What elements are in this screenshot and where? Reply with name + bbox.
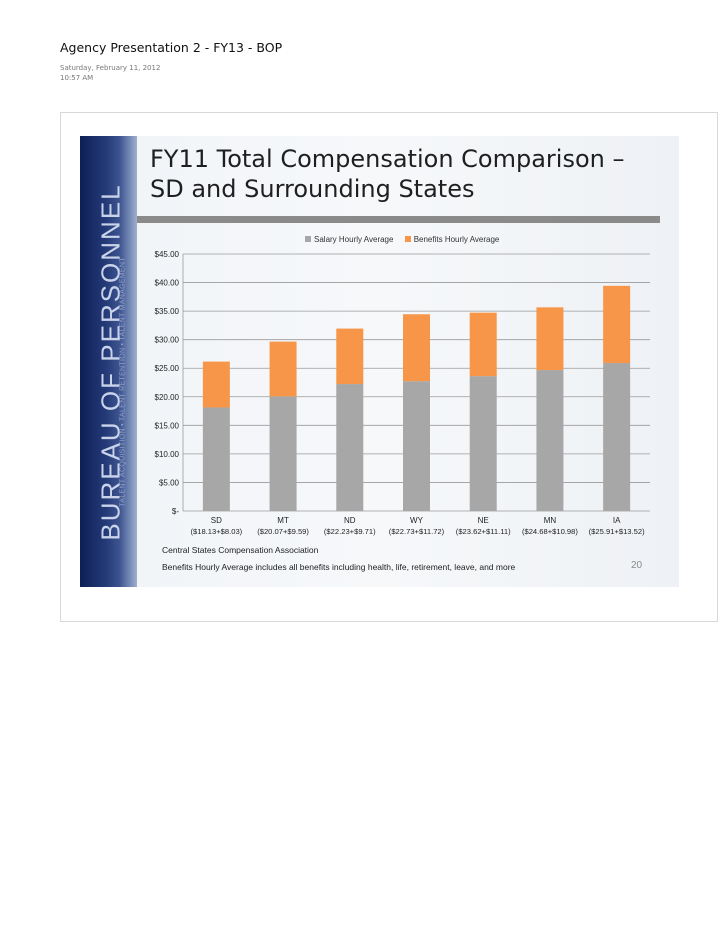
x-tick-label: IA [613,516,621,525]
x-tick-sublabel: ($18.13+$8.03) [190,527,242,536]
x-tick-label: MT [277,516,289,525]
slide-title: FY11 Total Compensation Comparison – SD … [150,144,670,204]
footnote-benefits: Benefits Hourly Average includes all ben… [162,562,516,572]
bar-salary-mt [269,396,297,511]
document-date: Saturday, February 11, 2012 [60,64,161,72]
title-rule [137,216,660,223]
legend-swatch-salary [305,236,311,242]
slide: BUREAU OF PERSONNEL TALENT ACQUISITION •… [80,136,679,587]
document-timestamp: Saturday, February 11, 2012 10:57 AM [60,63,160,83]
x-tick-label: MN [544,516,557,525]
bar-salary-ia [603,363,631,511]
x-tick-sublabel: ($24.68+$10.98) [522,527,578,536]
x-tick-label: ND [344,516,356,525]
legend-item-salary: Salary Hourly Average [305,235,393,244]
document-time: 10:57 AM [60,74,94,82]
bar-benefits-nd [336,328,364,385]
chart-legend: Salary Hourly Average Benefits Hourly Av… [305,235,508,244]
side-band: BUREAU OF PERSONNEL TALENT ACQUISITION •… [80,136,137,587]
y-tick-label: $30.00 [155,336,180,345]
y-tick-label: $20.00 [155,393,180,402]
bar-benefits-mt [269,341,297,397]
bar-benefits-wy [403,314,430,382]
y-tick-label: $25.00 [155,364,180,373]
document-title: Agency Presentation 2 - FY13 - BOP [60,40,283,55]
x-tick-label: SD [211,516,222,525]
x-tick-label: NE [478,516,489,525]
x-tick-sublabel: ($22.23+$9.71) [324,527,376,536]
bar-benefits-ne [469,312,497,377]
legend-item-benefits: Benefits Hourly Average [404,235,500,244]
y-tick-label: $10.00 [155,450,180,459]
bar-salary-nd [336,384,364,511]
y-tick-label: $15.00 [155,421,180,430]
slide-title-line-1: FY11 Total Compensation Comparison – [150,145,625,173]
slide-page-number: 20 [631,560,643,571]
x-tick-label: WY [410,516,424,525]
bar-salary-wy [403,381,430,511]
footnote-source: Central States Compensation Association [162,545,319,555]
bar-benefits-ia [603,285,631,364]
bar-benefits-sd [202,361,230,408]
legend-swatch-benefits [404,236,411,242]
stacked-bar-chart: $- $5.00 $10.00 $15.00 $20.00 $25.00 $30.00 $35… [155,250,650,536]
bar-salary-ne [469,376,497,511]
y-tick-label: $45.00 [155,250,180,259]
x-tick-sublabel: ($20.07+$9.59) [257,527,309,536]
y-tick-label: $40.00 [155,279,180,288]
slide-title-line-2: SD and Surrounding States [150,175,475,203]
bar-benefits-mn [536,307,564,371]
y-tick-label: $- [172,507,179,516]
x-tick-sublabel: ($23.62+$11.11) [456,527,511,536]
bar-salary-sd [202,407,230,511]
y-tick-label: $5.00 [159,478,180,487]
x-tick-sublabel: ($22.73+$11.72) [389,527,445,536]
y-tick-label: $35.00 [155,307,180,316]
x-tick-sublabel: ($25.91+$13.52) [589,527,645,536]
legend-label-salary: Salary Hourly Average [314,235,394,244]
legend-label-benefits: Benefits Hourly Average [413,235,500,244]
bar-salary-mn [536,370,564,511]
